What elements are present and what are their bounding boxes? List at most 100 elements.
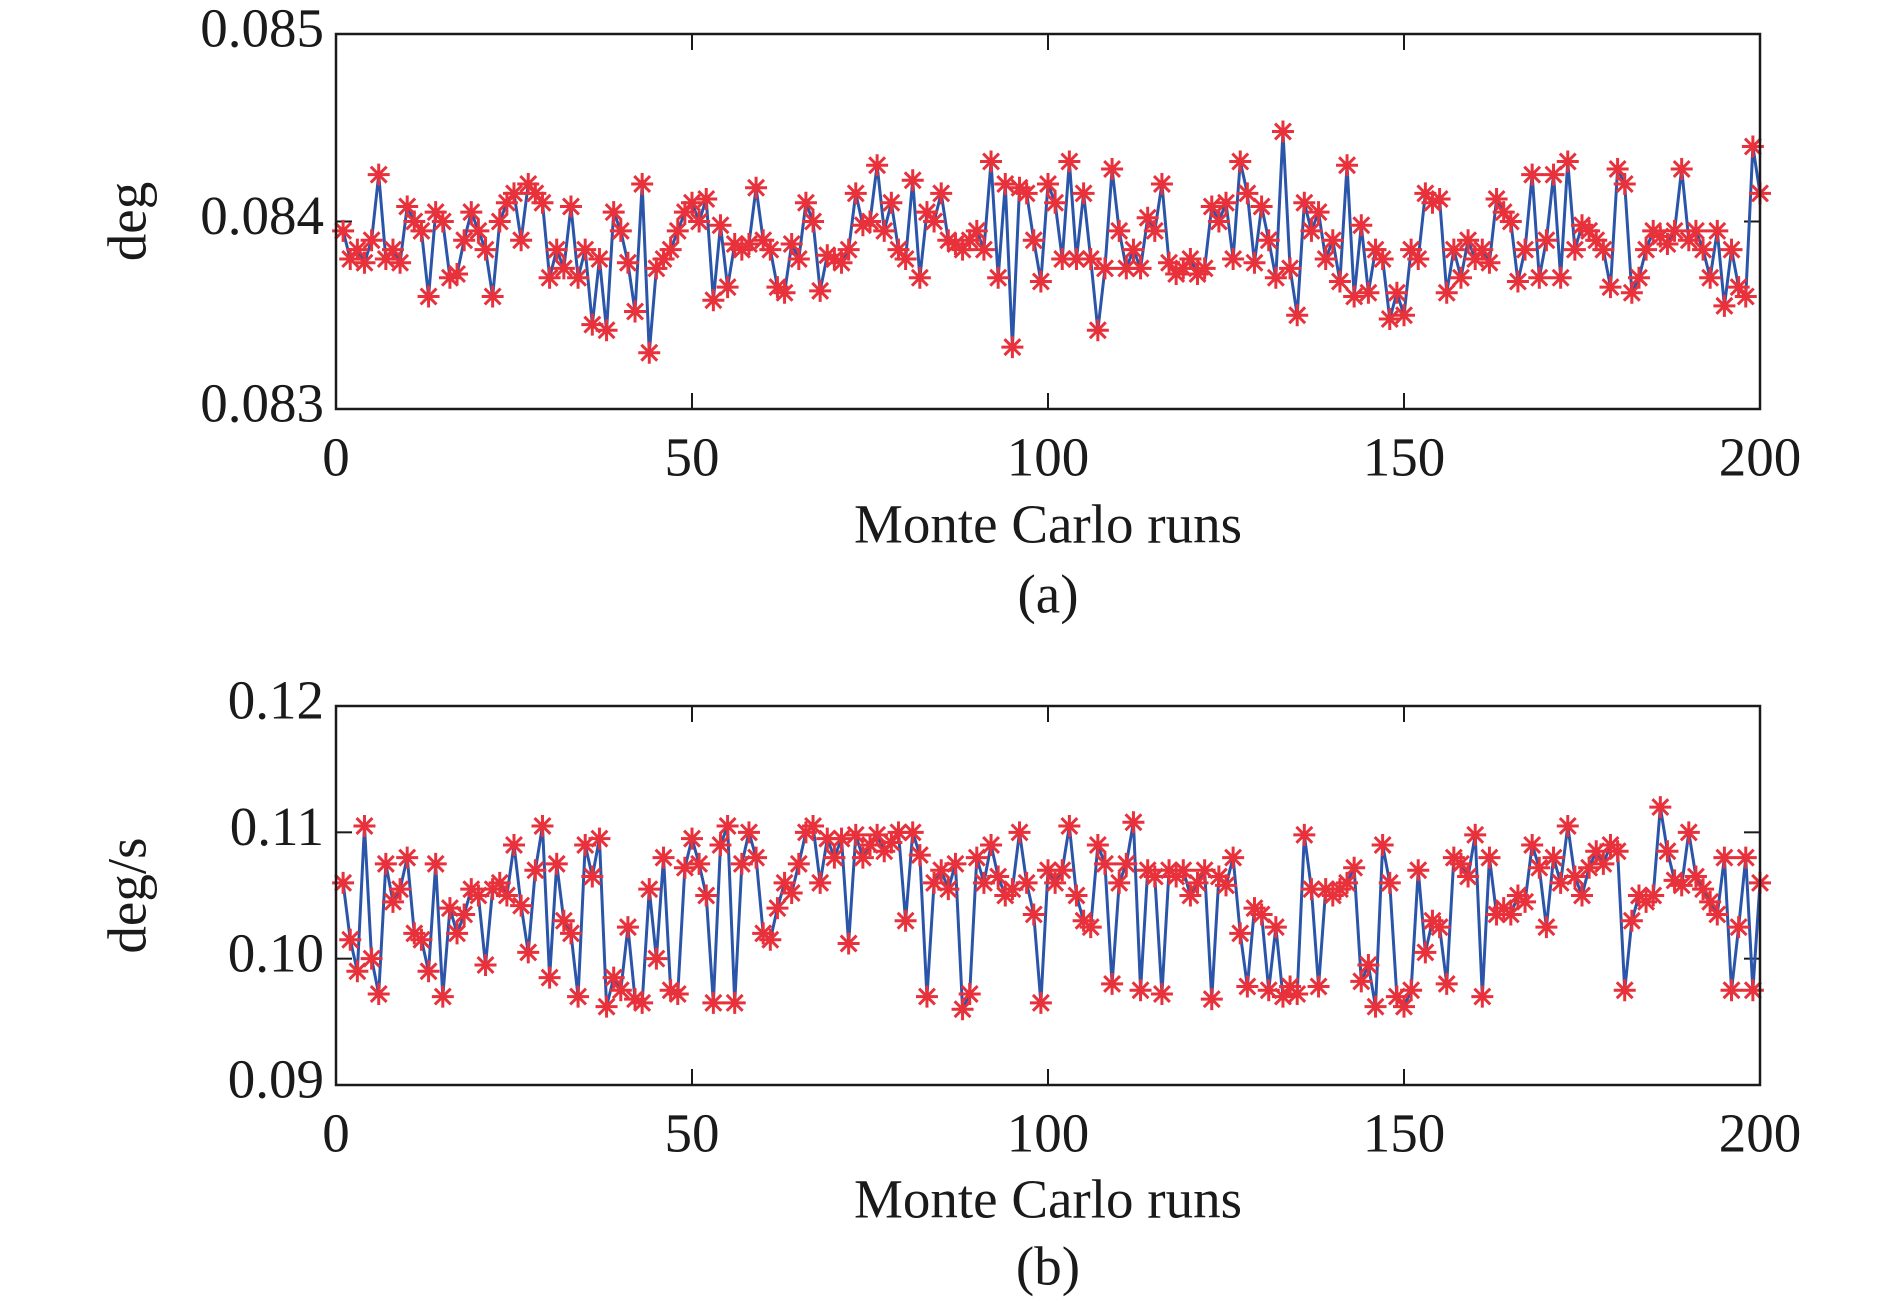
marker <box>1620 909 1643 932</box>
x-tick-label: 50 <box>665 427 720 488</box>
marker <box>1371 248 1394 270</box>
marker <box>1357 281 1380 304</box>
marker <box>431 210 454 233</box>
x-axis-label: Monte Carlo runs <box>854 494 1242 555</box>
marker <box>866 154 889 177</box>
marker <box>1435 972 1458 995</box>
marker <box>681 827 703 850</box>
marker <box>1734 846 1757 869</box>
marker <box>552 257 575 280</box>
marker <box>446 263 469 285</box>
marker <box>1257 979 1280 1002</box>
marker <box>1414 941 1437 964</box>
marker <box>1350 970 1373 993</box>
marker <box>787 852 810 875</box>
marker <box>994 173 1017 195</box>
marker <box>1328 270 1351 293</box>
marker <box>659 979 682 1002</box>
marker <box>1478 846 1501 869</box>
marker <box>531 191 554 214</box>
marker <box>1571 884 1593 907</box>
marker <box>417 960 440 983</box>
marker <box>1300 878 1323 901</box>
marker <box>702 991 725 1014</box>
marker <box>1193 257 1216 280</box>
x-tick-label: 100 <box>1007 427 1090 488</box>
marker <box>1385 281 1408 304</box>
marker <box>588 827 611 850</box>
marker <box>1172 859 1195 882</box>
y-tick-label: 0.12 <box>228 670 324 731</box>
x-tick-label: 200 <box>1719 1103 1802 1164</box>
marker <box>1627 266 1650 289</box>
marker <box>859 833 881 856</box>
marker <box>1592 852 1615 875</box>
marker <box>915 985 938 1008</box>
marker <box>1649 796 1672 819</box>
marker <box>802 210 825 233</box>
marker <box>424 852 447 875</box>
plot-frame <box>334 32 1762 411</box>
marker <box>360 947 383 970</box>
marker <box>1435 281 1458 304</box>
marker <box>1222 846 1245 869</box>
marker <box>894 909 917 932</box>
marker <box>1478 251 1501 274</box>
marker <box>1200 195 1223 218</box>
marker <box>816 827 839 850</box>
marker <box>1200 988 1223 1011</box>
marker <box>374 852 397 875</box>
marker <box>474 953 497 976</box>
marker <box>1051 859 1074 882</box>
marker <box>538 966 561 989</box>
marker <box>339 248 362 270</box>
marker <box>1499 903 1522 926</box>
marker <box>1635 238 1658 261</box>
marker <box>1101 972 1124 995</box>
marker <box>1122 811 1145 834</box>
marker <box>659 238 682 261</box>
marker <box>1293 191 1316 214</box>
marker <box>624 988 647 1011</box>
marker <box>1442 238 1465 261</box>
marker <box>1264 266 1287 289</box>
marker <box>1108 871 1131 894</box>
marker <box>1677 821 1700 844</box>
marker <box>1101 158 1124 180</box>
marker <box>1250 195 1273 218</box>
marker <box>1670 874 1693 897</box>
marker <box>1215 874 1237 897</box>
marker <box>424 201 447 224</box>
y-tick-label: 0.085 <box>200 0 324 59</box>
marker <box>559 195 582 218</box>
marker <box>438 266 461 289</box>
marker <box>1428 916 1451 939</box>
marker <box>980 833 1003 856</box>
marker <box>737 821 760 844</box>
marker <box>552 909 575 932</box>
marker <box>1186 871 1209 894</box>
marker <box>488 210 511 233</box>
marker <box>1727 916 1750 939</box>
marker <box>1215 191 1237 214</box>
marker <box>972 238 995 261</box>
marker <box>866 823 889 846</box>
marker <box>923 871 946 894</box>
marker <box>1713 294 1736 317</box>
marker <box>1072 182 1095 205</box>
marker <box>495 884 518 907</box>
marker <box>823 248 846 270</box>
marker <box>809 871 832 894</box>
marker <box>517 941 540 964</box>
marker <box>901 821 924 844</box>
marker <box>602 201 625 224</box>
marker <box>1599 276 1622 299</box>
marker <box>595 319 618 342</box>
marker <box>460 201 483 224</box>
marker <box>431 985 454 1008</box>
marker <box>923 210 946 233</box>
marker <box>1286 983 1309 1006</box>
marker <box>1129 257 1152 280</box>
marker <box>652 846 675 869</box>
